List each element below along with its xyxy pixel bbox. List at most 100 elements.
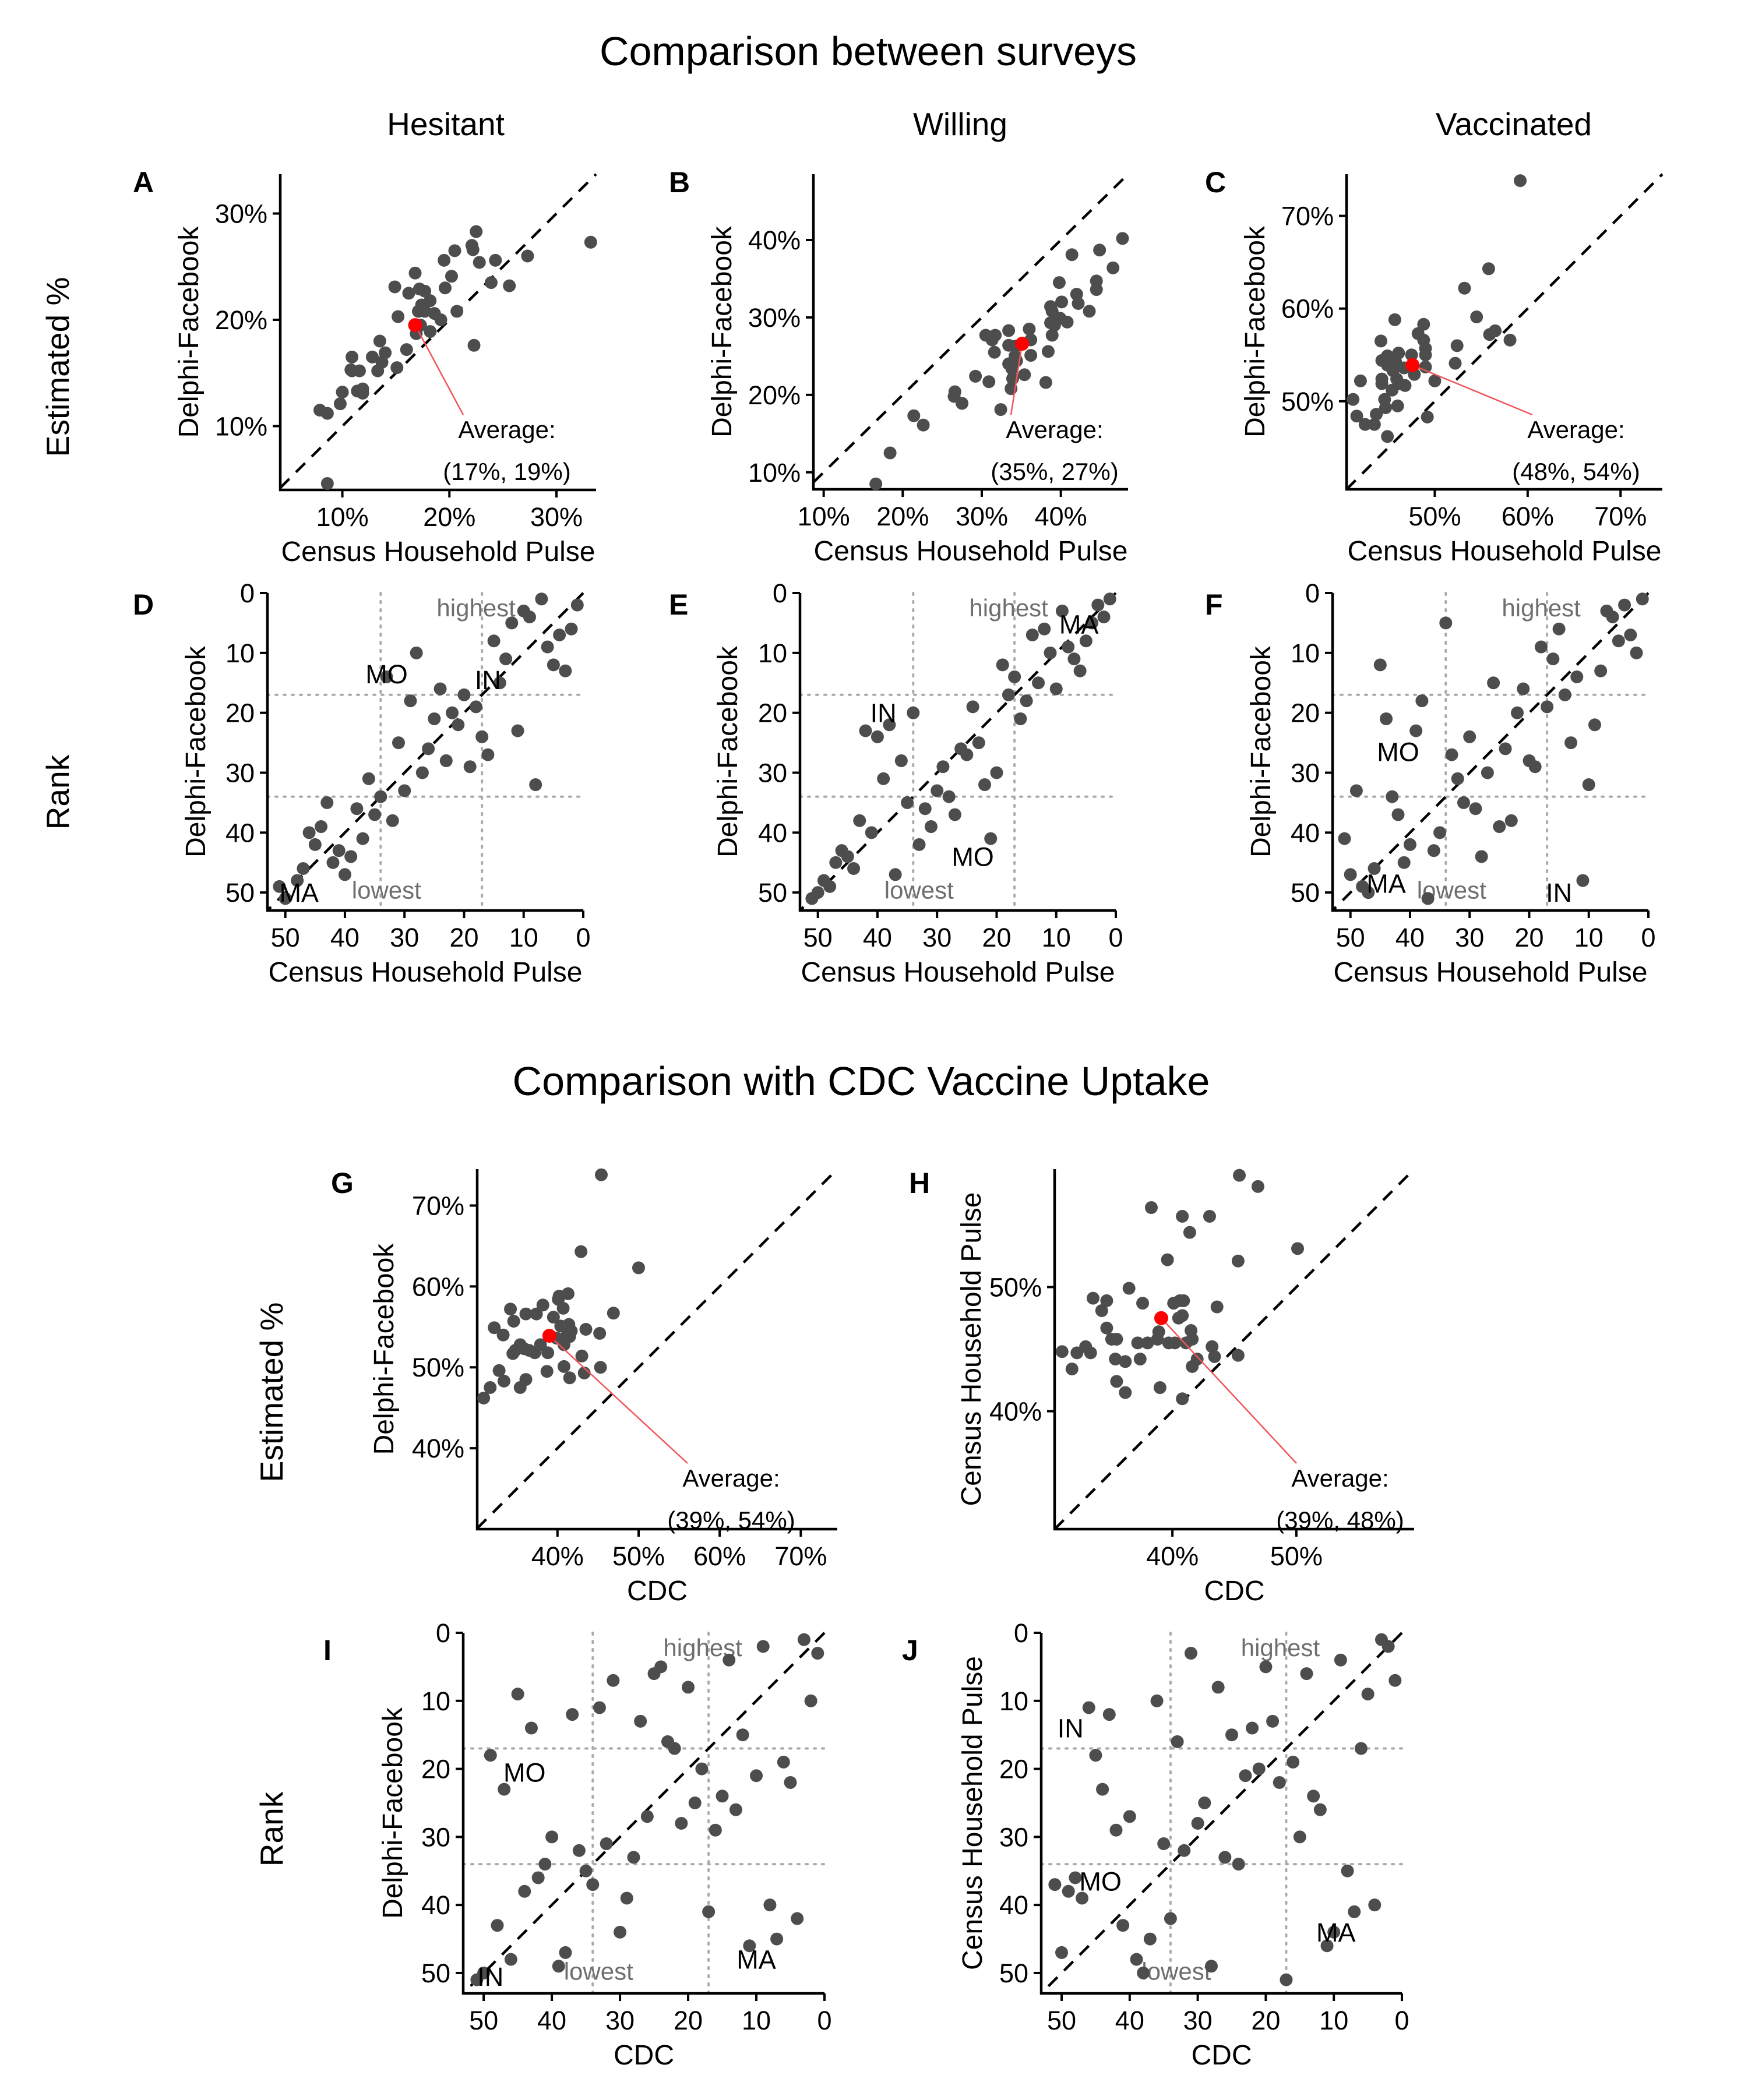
data-point <box>1083 305 1096 318</box>
data-point <box>1451 772 1464 785</box>
data-point <box>1055 604 1069 617</box>
data-point <box>1060 315 1074 329</box>
data-point <box>1055 1345 1069 1358</box>
state-label-mo: MO <box>951 842 994 871</box>
x-axis-title: Census Household Pulse <box>801 957 1115 988</box>
average-leader-line <box>1161 1317 1297 1464</box>
data-point <box>1398 379 1412 392</box>
data-point <box>1079 634 1092 648</box>
panel-j: J 50 40 30 20 10 0 0 10 20 30 40 50 CDC Census Househo… <box>902 1618 1409 2071</box>
data-point <box>1116 1919 1130 1932</box>
data-point <box>1141 1336 1154 1350</box>
x-tick-label: 30% <box>530 502 583 532</box>
data-point <box>1391 808 1405 821</box>
data-point <box>1090 283 1103 297</box>
data-point <box>438 253 451 267</box>
reference-line-y-equals-x <box>812 173 1129 483</box>
data-point <box>553 628 566 641</box>
data-point <box>1102 1708 1116 1721</box>
data-point <box>853 814 866 827</box>
data-point <box>1558 688 1571 701</box>
x-axis-title: CDC <box>1204 1576 1265 1607</box>
x-tick-label: 10% <box>316 502 369 532</box>
data-point <box>279 892 292 905</box>
reference-line-y-equals-x <box>476 1168 838 1530</box>
data-point <box>675 1817 688 1830</box>
data-point <box>907 706 920 719</box>
y-tick-label: 50 <box>421 1958 450 1988</box>
data-point <box>709 1823 722 1837</box>
data-point <box>777 1755 790 1769</box>
data-point <box>695 1762 709 1776</box>
data-point <box>1109 1353 1122 1366</box>
data-point <box>600 1837 613 1851</box>
state-label-in: IN <box>475 665 501 695</box>
data-point <box>1433 826 1447 839</box>
data-point <box>1612 634 1625 648</box>
row-label-estimated-bottom: Estimated % <box>253 1303 290 1483</box>
y-tick-label: 30 <box>225 758 255 788</box>
panel-letter: H <box>909 1167 930 1199</box>
panel-i: I 50 40 30 20 10 0 0 10 20 30 40 50 CDC Delphi-Faceboo… <box>323 1618 832 2071</box>
x-tick-label: 0 <box>1641 923 1655 952</box>
data-point <box>859 724 872 737</box>
data-point <box>1469 802 1482 816</box>
data-point <box>1347 393 1360 406</box>
y-tick-label: 40% <box>989 1397 1042 1427</box>
data-point <box>540 1365 554 1378</box>
column-header-vaccinated: Vaccinated <box>1436 106 1592 142</box>
data-point <box>1338 832 1351 845</box>
y-tick-label: 20 <box>1291 698 1320 728</box>
data-point <box>308 838 322 851</box>
y-tick-label: 60% <box>1281 294 1334 324</box>
data-point <box>1178 1844 1191 1857</box>
x-axis-title: Census Household Pulse <box>281 537 595 567</box>
state-label-ma: MA <box>736 1945 776 1975</box>
data-point <box>668 1742 681 1755</box>
data-point <box>1252 1762 1266 1776</box>
panel-letter: D <box>133 588 154 621</box>
data-point <box>410 646 423 659</box>
data-point <box>1133 1353 1147 1366</box>
data-point <box>1096 1783 1109 1796</box>
data-point <box>869 477 883 490</box>
row-label-estimated-top: Estimated % <box>40 277 76 457</box>
data-point <box>1450 339 1464 352</box>
data-point <box>924 820 938 834</box>
state-label-mo: MO <box>503 1757 546 1787</box>
data-point <box>823 880 837 893</box>
data-point <box>1421 410 1434 423</box>
x-tick-label: 60% <box>693 1541 746 1571</box>
panel-letter: E <box>669 588 688 621</box>
data-point <box>477 1392 491 1405</box>
data-point <box>467 338 481 352</box>
data-point <box>1218 1851 1232 1864</box>
data-point <box>1293 1830 1306 1844</box>
y-tick-label: 50 <box>225 878 255 908</box>
data-point <box>1419 360 1432 373</box>
data-point <box>1375 377 1388 390</box>
y-tick-label: 50% <box>1281 387 1334 417</box>
y-tick-label: 40 <box>421 1890 450 1920</box>
x-tick-label: 40% <box>531 1541 584 1571</box>
data-point <box>481 748 495 761</box>
data-point <box>632 1261 645 1275</box>
data-point <box>1091 598 1105 612</box>
data-point <box>1370 408 1383 421</box>
data-point <box>374 790 387 803</box>
corner-label-highest: highest <box>1241 1634 1320 1661</box>
data-point <box>1388 1674 1402 1687</box>
data-point <box>593 1701 606 1714</box>
panel-letter: J <box>902 1634 918 1667</box>
data-point <box>559 1946 572 1959</box>
data-point <box>894 754 908 767</box>
x-tick-label: 30 <box>922 923 951 952</box>
x-tick-label: 20 <box>1251 2006 1280 2035</box>
data-point <box>1176 1209 1189 1223</box>
data-point <box>371 364 385 377</box>
state-label-ma: MA <box>1366 869 1406 899</box>
data-point <box>1137 1966 1150 1979</box>
row-label-rank-top: Rank <box>40 754 76 830</box>
